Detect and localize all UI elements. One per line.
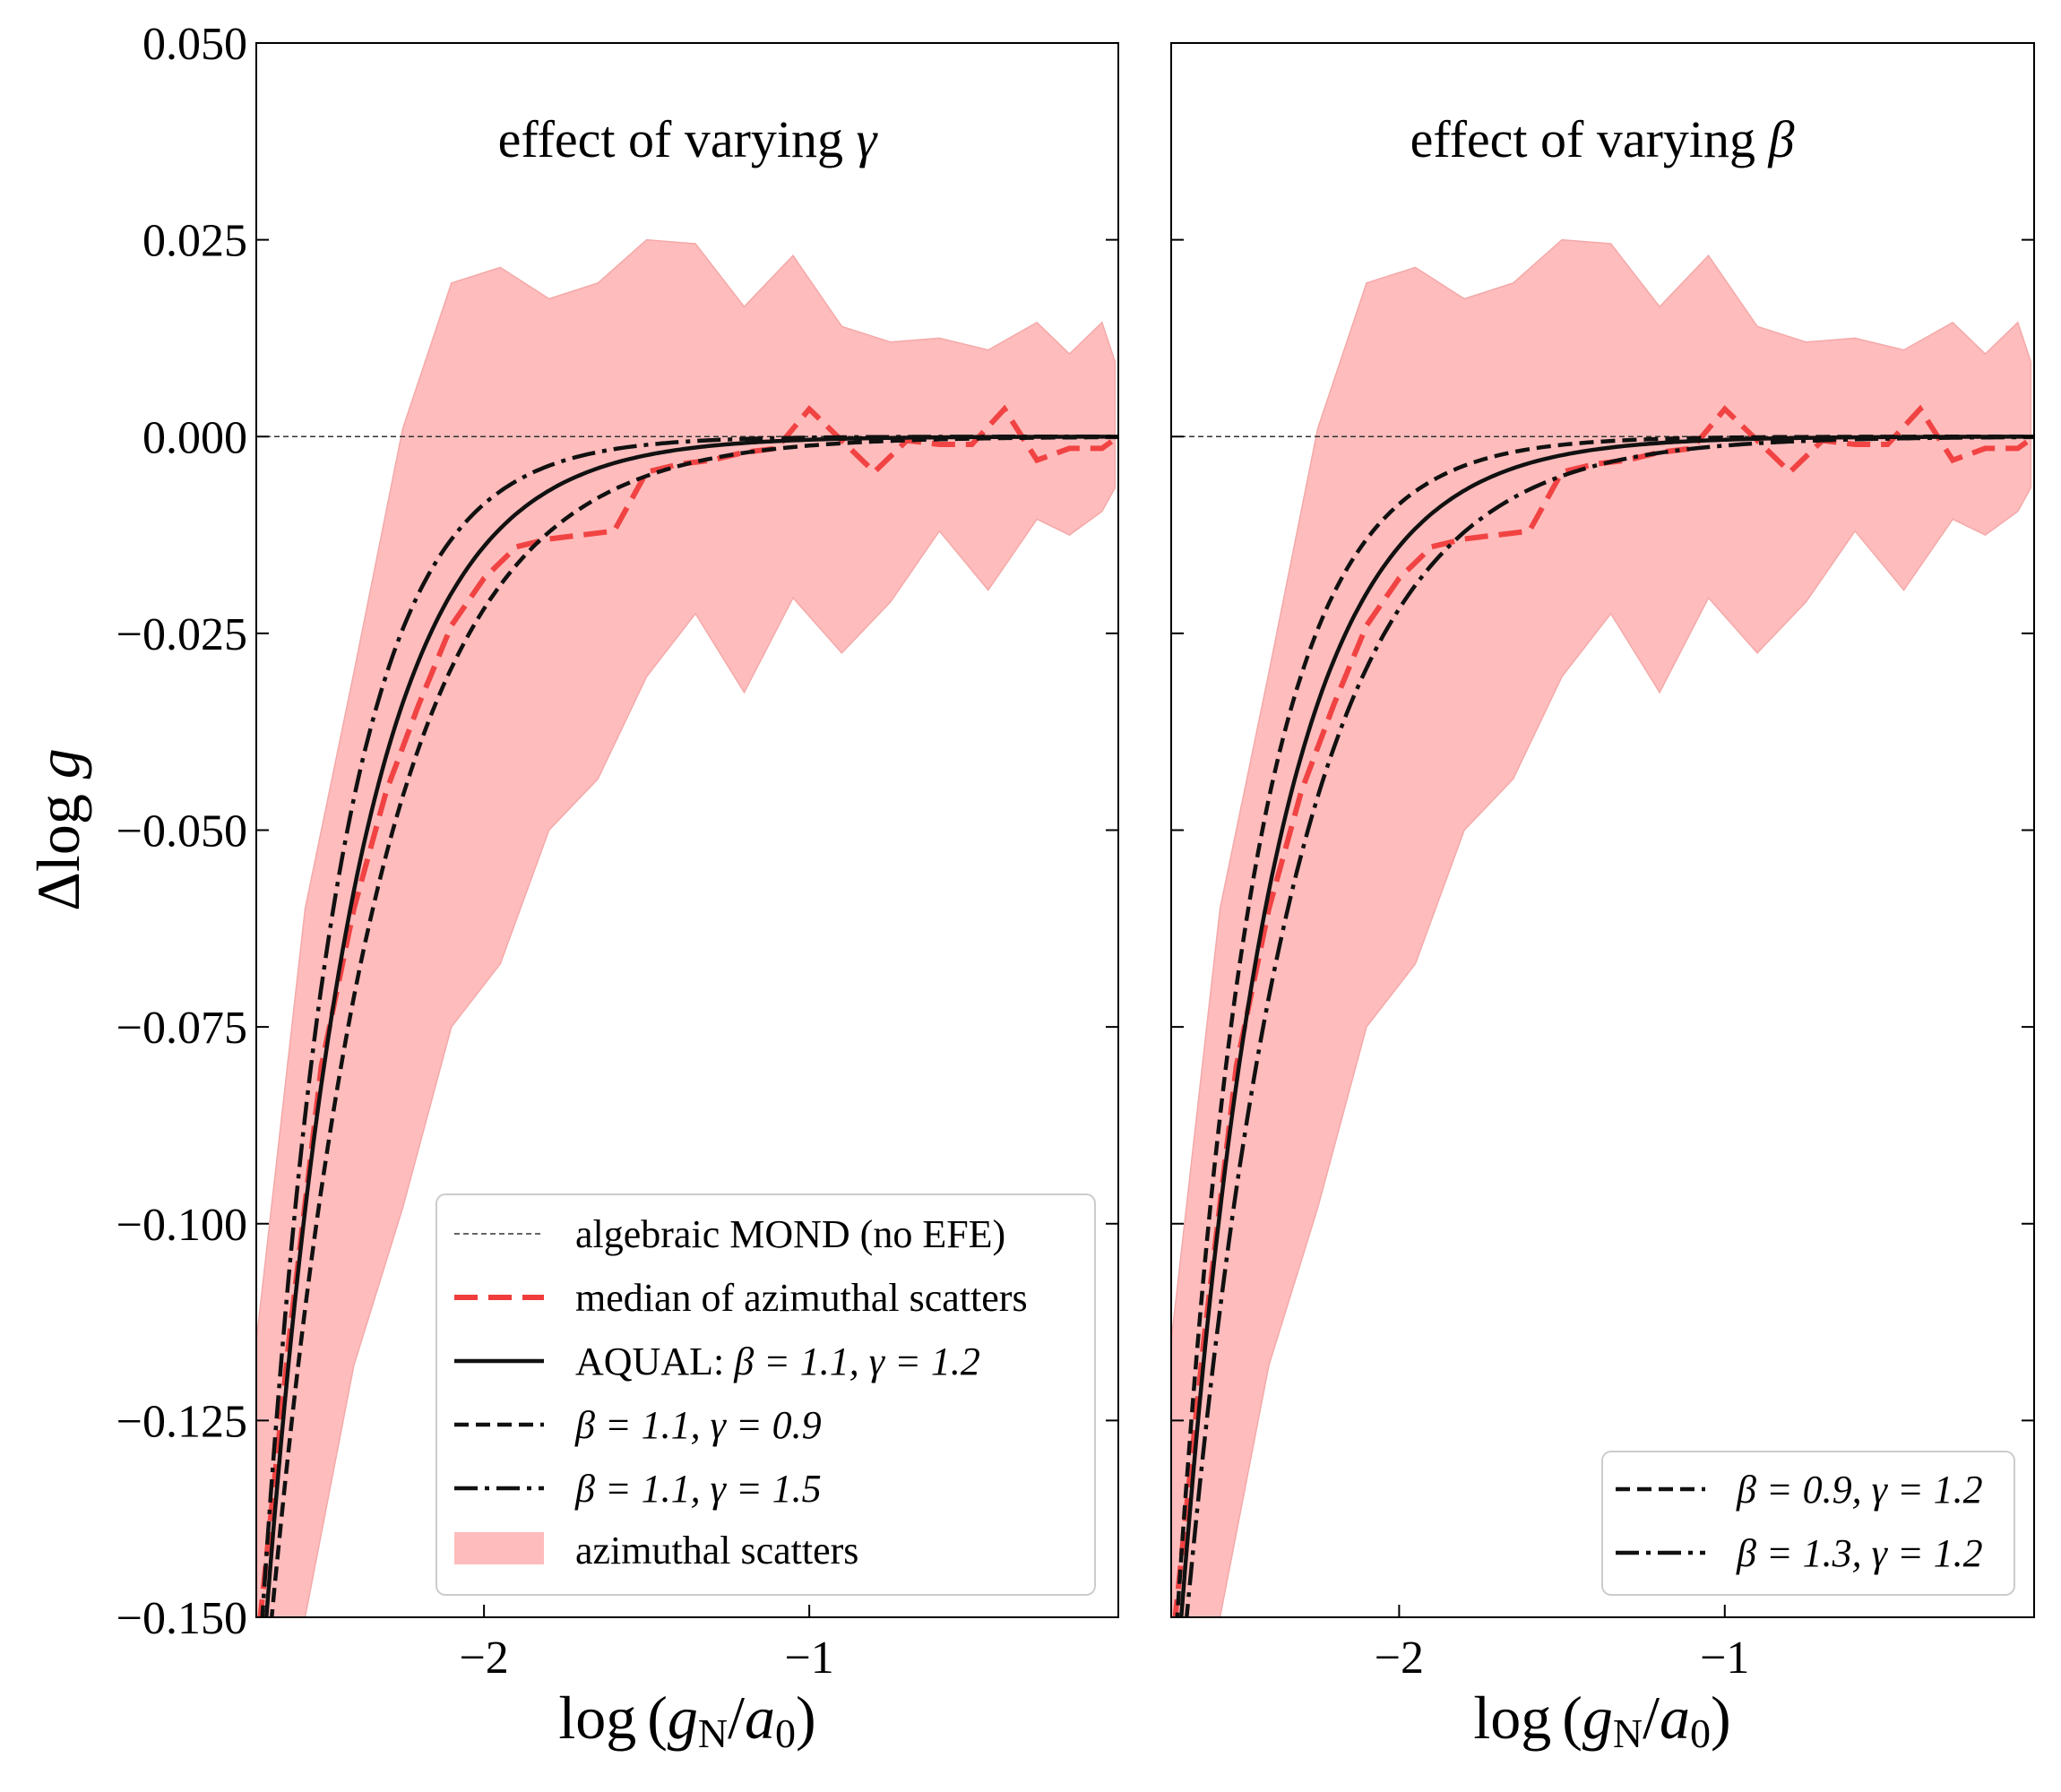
- plot-area-beta: [1171, 238, 2034, 1617]
- x-tick-label: −2: [1375, 1633, 1424, 1684]
- y-tick-label: −0.125: [116, 1396, 247, 1447]
- legend-label-aqual: AQUAL: β = 1.1, γ = 1.2: [575, 1340, 980, 1383]
- x-axis-title: log (gN/a0): [558, 1684, 815, 1756]
- legend-label-reference: algebraic MOND (no EFE): [575, 1212, 1005, 1256]
- y-tick-label: 0.025: [142, 216, 247, 267]
- x-tick-label: −1: [784, 1633, 833, 1684]
- curve-dashed-1: [269, 435, 1118, 1617]
- panel-title: effect of varying γ: [498, 110, 879, 168]
- legend-label-beta-09: β = 0.9, γ = 1.2: [1736, 1468, 1983, 1512]
- curve-solid-2: [1179, 435, 2034, 1617]
- scatter-band: [256, 238, 1117, 1617]
- curve-dashdot-1: [1184, 435, 2034, 1617]
- scatter-band: [1171, 238, 2032, 1617]
- legend-label-band: azimuthal scatters: [575, 1529, 858, 1572]
- y-tick-label: −0.075: [116, 1003, 247, 1054]
- model-curves: [1175, 435, 2034, 1617]
- legend-label-gamma-15: β = 1.1, γ = 1.5: [574, 1467, 822, 1511]
- legend-box: [435, 1193, 1096, 1596]
- curve-dashdot-2: [260, 435, 1118, 1617]
- panel-gamma: 0.050 0.025 0.000 −0.025 −0.050 −0.075 −0.100 −…: [116, 19, 1119, 1756]
- y-tick-label: −0.025: [116, 609, 247, 660]
- plot-area-gamma: [256, 238, 1118, 1617]
- panel-beta: −2 −1 effect of varying β log (gN/a0) β = …: [1170, 42, 2035, 1756]
- legend-label-beta-13: β = 1.3, γ = 1.2: [1736, 1531, 1983, 1575]
- model-curves: [260, 435, 1118, 1617]
- y-tick-label: −0.150: [116, 1593, 247, 1644]
- x-tick-label: −1: [1700, 1633, 1749, 1684]
- ticks: 0.050 0.025 0.000 −0.025 −0.050 −0.075 −0.100 −…: [116, 19, 1118, 1684]
- y-tick-label: 0.000: [142, 412, 247, 463]
- legend-gamma: algebraic MOND (no EFE) median of azimut…: [435, 1193, 1096, 1596]
- curve-solid-0: [264, 435, 1118, 1617]
- legend-label-gamma-09: β = 1.1, γ = 0.9: [574, 1403, 822, 1447]
- y-tick-label: −0.100: [116, 1200, 247, 1251]
- y-axis-title: Δlog g: [24, 748, 92, 911]
- panel-title: effect of varying β: [1410, 110, 1795, 168]
- legend-label-median: median of azimuthal scatters: [575, 1276, 1028, 1320]
- x-axis-title: log (gN/a0): [1473, 1684, 1730, 1756]
- legend-swatch-band: [454, 1532, 544, 1564]
- legend-beta: β = 0.9, γ = 1.2 β = 1.3, γ = 1.2: [1601, 1451, 2015, 1596]
- median-line: [257, 404, 1118, 1617]
- y-tick-label: −0.050: [116, 806, 247, 857]
- y-tick-label: 0.050: [142, 19, 247, 70]
- x-tick-label: −2: [459, 1633, 508, 1684]
- ticks: −2 −1: [1171, 42, 2034, 1684]
